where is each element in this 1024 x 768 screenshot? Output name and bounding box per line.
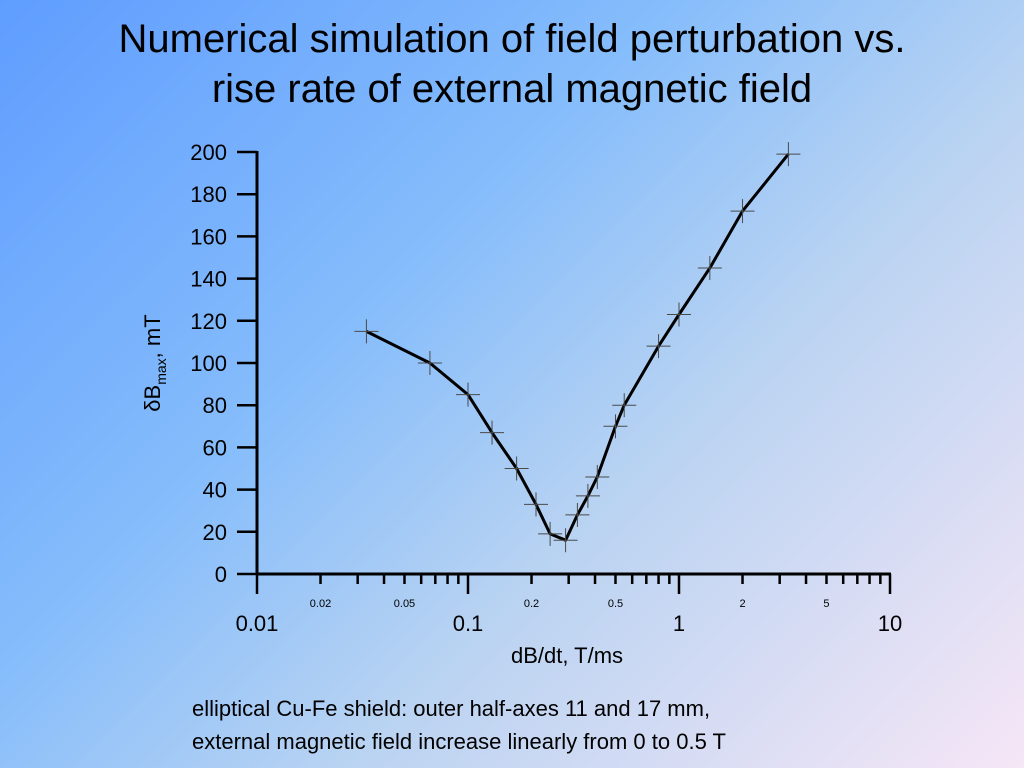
data-point: [575, 483, 600, 508]
y-tick-label: 140: [190, 267, 227, 292]
data-point: [730, 199, 755, 224]
data-point: [667, 302, 691, 327]
y-tick-label: 120: [190, 309, 227, 334]
y-axis-label: δBmax, mT: [140, 314, 169, 411]
y-axis-label-suffix: , mT: [140, 314, 165, 358]
caption-line-1: elliptical Cu-Fe shield: outer half-axes…: [192, 696, 711, 721]
y-tick-label: 180: [190, 182, 227, 207]
data-point: [417, 351, 442, 375]
title-line-1: Numerical simulation of field perturbati…: [118, 17, 906, 61]
y-axis-label-prefix: δB: [140, 385, 165, 412]
title-line-2: rise rate of external magnetic field: [211, 67, 813, 111]
y-tick-label: 60: [203, 435, 227, 460]
x-minor-tick-label: 0.5: [608, 598, 623, 610]
data-point: [553, 528, 578, 553]
y-tick-label: 0: [215, 562, 227, 587]
y-tick-label: 100: [190, 351, 227, 376]
y-tick-label: 40: [203, 478, 227, 503]
y-axis: 0 20 40 60 80 100 120 140 160 180 200: [190, 140, 259, 587]
y-tick-label: 20: [203, 520, 227, 545]
y-axis-label-subscript: max: [153, 358, 169, 384]
data-point: [456, 382, 480, 407]
x-major-tick-label: 1: [673, 611, 685, 636]
y-tick-label: 160: [190, 224, 227, 249]
data-point: [776, 142, 801, 167]
x-major-tick-label: 0.1: [453, 611, 484, 636]
x-minor-tick-label: 5: [823, 598, 829, 610]
series-line: [365, 153, 790, 542]
data-point: [538, 521, 563, 546]
x-minor-tick-label: 0.02: [310, 598, 331, 610]
y-tick-label: 200: [190, 140, 227, 165]
data-point: [504, 456, 529, 481]
x-minor-tick-label: 0.05: [394, 598, 415, 610]
data-point: [697, 256, 722, 281]
data-point: [480, 420, 505, 445]
x-axis-label: dB/dt, T/ms: [511, 643, 623, 668]
x-major-tick-label: 10: [878, 611, 902, 636]
data-point: [646, 334, 671, 359]
x-axis: 0.01 0.1 1 10 0.02 0.05 0.2 0.5 2 5: [236, 572, 902, 636]
data-point: [354, 319, 379, 344]
data-point: [612, 393, 637, 418]
caption-line-2: external magnetic field increase linearl…: [192, 729, 726, 754]
slide-title: Numerical simulation of field perturbati…: [0, 14, 1024, 114]
data-point: [565, 502, 590, 527]
x-major-tick-label: 0.01: [236, 611, 279, 636]
x-minor-tick-label: 2: [739, 598, 745, 610]
caption: elliptical Cu-Fe shield: outer half-axes…: [192, 692, 1012, 758]
x-minor-tick-label: 0.2: [524, 598, 539, 610]
data-series: [354, 142, 801, 553]
data-point: [523, 492, 548, 517]
y-tick-label: 80: [203, 393, 227, 418]
data-point: [603, 414, 628, 439]
data-point: [585, 464, 610, 489]
